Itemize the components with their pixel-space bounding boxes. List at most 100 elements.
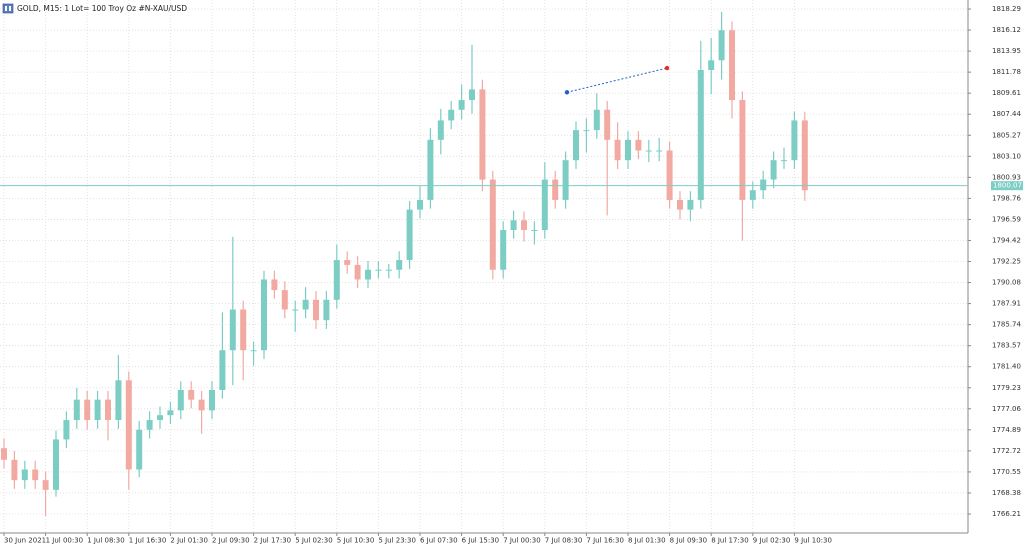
- candle-body: [167, 410, 174, 416]
- x-tick-label: 2 Jul 01:30: [170, 537, 208, 545]
- candle-body: [739, 100, 746, 200]
- current-price-box: [991, 181, 1023, 191]
- candle-body: [209, 389, 215, 411]
- candle-body: [593, 109, 600, 131]
- y-tick-label: 1818.29: [992, 5, 1021, 13]
- symbol-icon-bar: [5, 6, 7, 11]
- x-tick-label: 9 Jul 10:30: [794, 537, 832, 545]
- x-tick-label: 5 Jul 02:30: [295, 537, 333, 545]
- candle-body: [53, 439, 59, 490]
- x-tick-label: 30 Jun 2021: [4, 537, 46, 545]
- candle-body: [770, 160, 777, 180]
- candle-body: [635, 139, 642, 151]
- x-tick-label: 1 Jul 00:30: [46, 537, 84, 545]
- y-tick-label: 1781.40: [992, 363, 1021, 371]
- candle-body: [427, 139, 434, 200]
- candle-body: [250, 350, 257, 352]
- candle-body: [604, 109, 611, 140]
- candle-body: [801, 120, 808, 191]
- candles: [1, 11, 808, 517]
- x-tick-label: 1 Jul 16:30: [129, 537, 167, 545]
- candle-body: [656, 150, 663, 152]
- y-tick-label: 1785.74: [992, 321, 1021, 329]
- candle-body: [645, 150, 652, 152]
- candle-body: [323, 299, 330, 321]
- x-tick-label: 8 Jul 17:30: [711, 537, 749, 545]
- y-tick-label: 1800.93: [992, 173, 1021, 181]
- x-tick-label: 5 Jul 10:30: [337, 537, 375, 545]
- y-tick-label: 1794.42: [992, 236, 1021, 244]
- trade-open-marker: [564, 90, 570, 95]
- x-tick-label: 6 Jul 15:30: [462, 537, 500, 545]
- symbol-icon-bar: [9, 6, 11, 11]
- candle-body: [333, 260, 340, 300]
- candle-body: [32, 469, 39, 481]
- candle-body: [448, 109, 455, 121]
- candle-body: [396, 260, 403, 270]
- x-tick-label: 7 Jul 00:30: [503, 537, 541, 545]
- y-tick-label: 1809.61: [992, 89, 1021, 97]
- candle-body: [760, 179, 767, 191]
- candle-body: [198, 399, 205, 411]
- candle-body: [281, 290, 288, 310]
- x-tick-label: 8 Jul 09:30: [670, 537, 708, 545]
- candle-body: [697, 70, 704, 200]
- candle-body: [125, 380, 132, 470]
- y-tick-label: 1774.89: [992, 426, 1021, 434]
- y-tick-label: 1805.27: [992, 131, 1021, 139]
- y-tick-label: 1770.55: [992, 468, 1021, 476]
- candle-body: [541, 179, 548, 230]
- candle-body: [229, 309, 236, 351]
- candle-body: [115, 380, 122, 421]
- candle-body: [510, 220, 517, 230]
- x-tick-label: 6 Jul 07:30: [420, 537, 458, 545]
- symbol-icon: [2, 3, 14, 14]
- candle-body: [354, 264, 361, 280]
- candle-body: [749, 190, 756, 200]
- trade-close-marker: [664, 65, 670, 71]
- candle-body: [583, 130, 590, 132]
- candle-body: [666, 150, 673, 200]
- candle-body: [677, 199, 683, 210]
- current-price-label: 1800.07: [993, 182, 1022, 190]
- candle-body: [406, 209, 413, 261]
- candle-body: [625, 139, 631, 161]
- y-tick-label: 1787.91: [992, 300, 1021, 308]
- candle-body: [84, 399, 91, 421]
- y-tick-label: 1803.10: [992, 152, 1021, 160]
- x-tick-label: 2 Jul 17:30: [254, 537, 292, 545]
- candle-body: [292, 309, 299, 311]
- y-tick-label: 1790.08: [992, 279, 1021, 287]
- candle-body: [365, 269, 371, 280]
- candle-body: [437, 120, 444, 140]
- candle-body: [729, 30, 735, 101]
- candle-body: [157, 415, 163, 421]
- y-tick-label: 1768.38: [992, 489, 1021, 497]
- y-tick-label: 1796.59: [992, 215, 1021, 223]
- y-tick-label: 1816.12: [992, 26, 1021, 34]
- x-tick-label: 9 Jul 02:30: [753, 537, 791, 545]
- x-tick-label: 5 Jul 23:30: [378, 537, 416, 545]
- candle-body: [718, 30, 725, 61]
- candle-body: [136, 429, 143, 470]
- candle-body: [500, 229, 507, 270]
- candle-body: [42, 480, 49, 490]
- y-tick-label: 1811.78: [992, 68, 1021, 76]
- candle-body: [146, 420, 153, 430]
- chart-title: GOLD, M15: 1 Lot= 100 Troy Oz #N-XAU/USD: [17, 4, 187, 13]
- candle-body: [302, 299, 309, 310]
- candle-body: [375, 269, 382, 271]
- candle-body: [521, 220, 527, 230]
- candle-body: [219, 350, 226, 390]
- candle-body: [458, 100, 465, 110]
- candle-body: [271, 279, 278, 291]
- candle-body: [63, 420, 70, 440]
- candle-body: [11, 459, 18, 481]
- candle-body: [687, 199, 694, 210]
- y-tick-label: 1779.23: [992, 384, 1021, 392]
- candle-body: [708, 60, 715, 71]
- x-tick-label: 2 Jul 09:30: [212, 537, 250, 545]
- candle-body: [261, 279, 267, 351]
- candle-body: [313, 299, 319, 321]
